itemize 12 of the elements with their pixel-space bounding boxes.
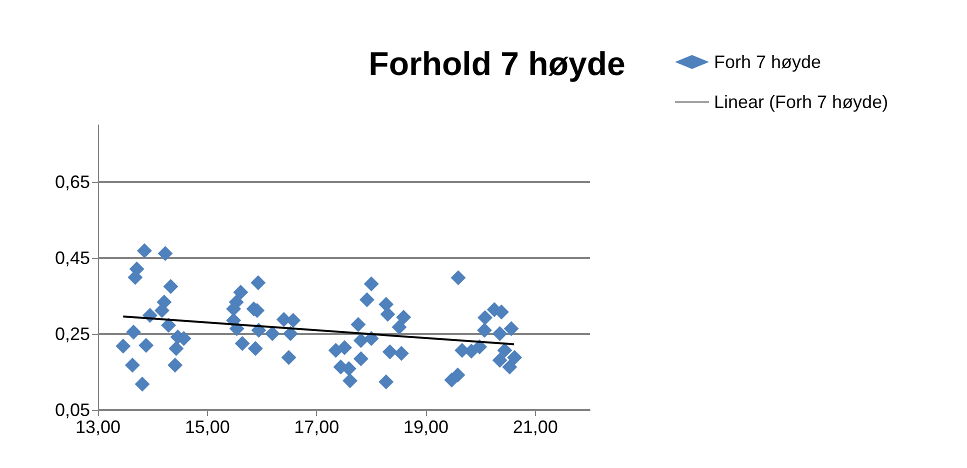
x-tick-label: 15,00 (184, 417, 230, 437)
chart-title: Forhold 7 høyde (368, 45, 626, 82)
x-tick-label: 19,00 (403, 417, 449, 437)
legend-label: Linear (Forh 7 høyde) (714, 92, 888, 112)
y-tick-label: 0,45 (54, 248, 90, 268)
legend-label: Forh 7 høyde (714, 52, 822, 72)
y-tick-label: 0,65 (54, 172, 90, 192)
x-tick-label: 17,00 (294, 417, 340, 437)
x-tick-label: 21,00 (512, 417, 558, 437)
y-tick-label: 0,05 (54, 400, 90, 420)
y-tick-label: 0,25 (54, 324, 90, 344)
x-tick-label: 13,00 (75, 417, 121, 437)
